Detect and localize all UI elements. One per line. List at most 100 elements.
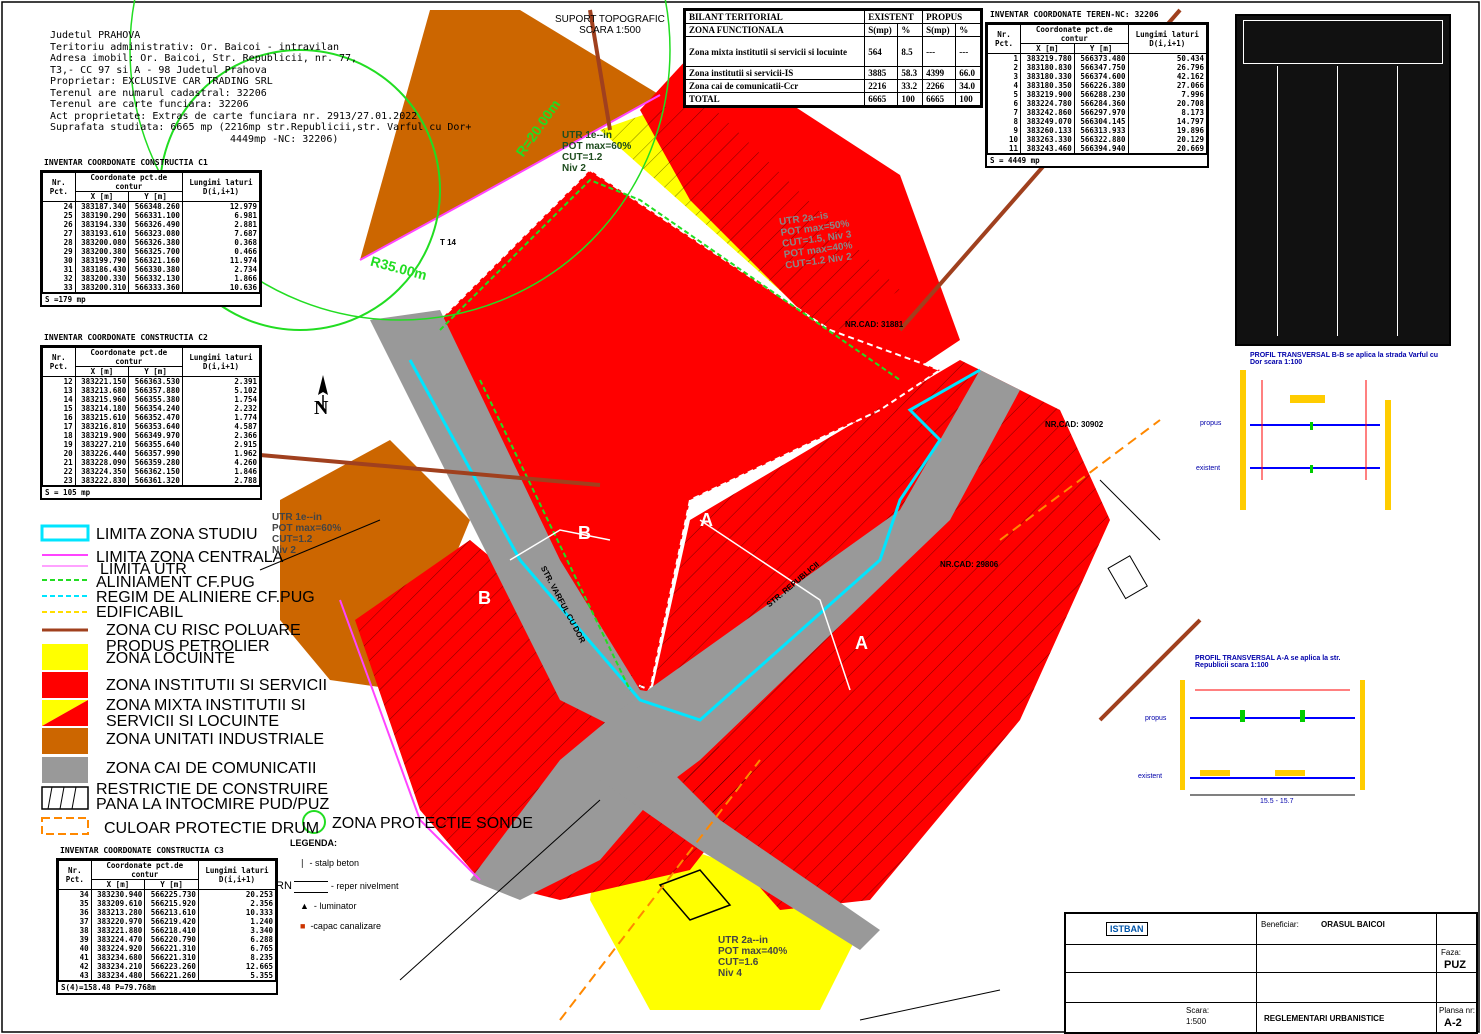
table-cell: 8.235 (197, 953, 277, 962)
table-cell: 41 (58, 953, 92, 962)
table-cell: 10 (986, 135, 1022, 144)
c2-total: S = 105 mp (42, 485, 260, 498)
legend-item: RESTRICTIE DE CONSTRUIRE (96, 781, 329, 798)
table-cell: 11 (986, 144, 1022, 153)
table-cell: 7.996 (1127, 90, 1208, 99)
table-cell: 383226.440 (74, 449, 130, 458)
table-cell: 383200.080 (74, 238, 130, 247)
col-header: X [m] (90, 879, 146, 890)
table-cell: 383234.210 (90, 962, 146, 971)
c3-coordinates-table: Nr. Pct. Coordonate pct.de contur Lungim… (56, 858, 278, 995)
table-row: 22 383224.350 566362.150 1.846 (42, 467, 261, 476)
col-header: Coordonate pct.de contur (74, 172, 183, 192)
profile-b-b-title: PROFIL TRANSVERSAL B-B se aplica la stra… (1250, 352, 1439, 366)
pole-icon: ∣ (300, 858, 310, 868)
col-header: Coordonate pct.de contur (90, 860, 199, 880)
road-south (600, 760, 880, 950)
table-cell: 566353.640 (128, 422, 183, 431)
table-cell: 20.708 (1127, 99, 1208, 108)
table-cell: 5.102 (181, 386, 261, 395)
scara-label: Scara: (1186, 1006, 1210, 1015)
legenda-item: ■ -capac canalizare (300, 921, 381, 931)
table-cell: 383209.610 (90, 899, 146, 908)
legend-item: ZONA INSTITUTII SI SERVICII (106, 677, 328, 694)
table-cell: 1.846 (181, 467, 261, 476)
utr-label-mid: UTR 2a--is POT max=50% CUT=1.5, Niv 3 PO… (779, 207, 856, 271)
utr-text: POT max=60% (562, 141, 632, 152)
col-header: Lungimi laturi D(i,i+1) (1127, 24, 1208, 54)
table-cell: 7 (986, 108, 1022, 117)
legenda-item-label: -capac canalizare (310, 921, 381, 931)
table-cell: 566361.320 (128, 476, 183, 485)
table-cell: 383190.290 (74, 211, 130, 220)
table-cell: 383200.310 (74, 283, 130, 292)
cadastral-label-1: NR.CAD: 31881 (845, 320, 904, 329)
limit-central-zone (359, 94, 661, 261)
col-header: Y [m] (128, 366, 183, 377)
table-cell: 4 (986, 81, 1022, 90)
legenda-item: ▲ - luminator (300, 901, 356, 911)
table-row: 14 383215.960 566355.380 1.754 (42, 395, 261, 404)
bilant-cell: 34.0 (955, 79, 981, 93)
table-cell: 37 (58, 917, 92, 926)
table-cell: 30 (42, 256, 76, 265)
info-line: Adresa imobil: Or. Baicoi, Str. Republic… (50, 53, 358, 64)
col-header: Lungimi laturi D(i,i+1) (181, 172, 261, 202)
table-cell: 4.260 (181, 458, 261, 467)
bilant-col-propus: PROPUS (922, 10, 981, 24)
legend-item: PANA LA INTOCMIRE PUD/PUZ (96, 796, 330, 813)
info-line: Suprafata studiata: 6665 mp (2216mp str.… (50, 122, 472, 133)
table-cell: 383222.830 (74, 476, 130, 485)
table-cell: 0.466 (181, 247, 261, 256)
info-line: Proprietar: EXCLUSIVE CAR TRADING SRL (50, 76, 273, 87)
utr-text: UTR 1e--in (272, 512, 322, 523)
north-arrow-icon (318, 375, 328, 395)
profile-label-propus: propus (1200, 420, 1222, 427)
bilant-cell: 4399 (922, 66, 957, 80)
table-cell: 566333.360 (128, 283, 183, 292)
table-cell: 383187.340 (74, 201, 130, 211)
table-cell: 18 (42, 431, 76, 440)
utr-text: UTR 2a--in (718, 935, 768, 946)
drawing-title-block: ISTBAN Beneficiar: ORASUL BAICOI Faza: P… (1064, 912, 1478, 1034)
utr-text: CUT=1.6 (718, 957, 759, 968)
table-cell: 43 (58, 971, 92, 980)
table-cell: 4.587 (181, 422, 261, 431)
col-header: Y [m] (144, 879, 199, 890)
table-cell: 566313.933 (1073, 126, 1129, 135)
table-row: 3 383180.330 566374.600 42.162 (986, 72, 1208, 81)
table-cell: 2.356 (197, 899, 277, 908)
bilant-cell: 564 (864, 36, 899, 67)
table-cell: 33 (42, 283, 76, 292)
profile-a-a-drawing (1180, 680, 1365, 796)
bilant-unit: % (897, 23, 924, 37)
table-cell: 383220.970 (90, 917, 146, 926)
table-cell: 383219.900 (1020, 90, 1075, 99)
col-header: Lungimi laturi D(i,i+1) (181, 347, 261, 377)
faza-label: Faza: (1441, 948, 1462, 957)
table-cell: 40 (58, 944, 92, 953)
table-cell: 39 (58, 935, 92, 944)
dark-coordinates-table (1235, 14, 1451, 346)
table-cell: 2.734 (181, 265, 261, 274)
table-cell: 13 (42, 386, 76, 395)
legend-item: ZONA MIXTA INSTITUTII SI (106, 697, 306, 714)
table-row: 11 383243.460 566394.940 20.669 (986, 144, 1208, 153)
table-row: 7 383242.860 566297.970 8.173 (986, 108, 1208, 117)
info-line: Act proprietate: Extras de carte funciar… (50, 110, 418, 122)
info-line: T3,- CC 97 si A - 98 Judetul Prahova (50, 64, 267, 76)
table-cell: 383234.680 (90, 953, 146, 962)
table-row: 42 383234.210 566223.260 12.665 (58, 962, 277, 971)
bilant-cell: 8.5 (897, 36, 924, 67)
table-cell: 566326.490 (128, 220, 183, 229)
territorial-balance-table: BILANT TERITORIAL EXISTENT PROPUS ZONA F… (683, 8, 983, 108)
profile-b-b-drawing (1240, 370, 1391, 510)
c1-total: S =179 mp (42, 292, 260, 305)
table-row: 33 383200.310 566333.360 10.636 (42, 283, 261, 292)
table-cell: 566218.410 (144, 926, 199, 935)
teren-total: S = 4449 mp (987, 153, 1207, 166)
col-header: Y [m] (1073, 43, 1129, 54)
table-cell: 383215.960 (74, 395, 130, 404)
table-cell: 383194.330 (74, 220, 130, 229)
